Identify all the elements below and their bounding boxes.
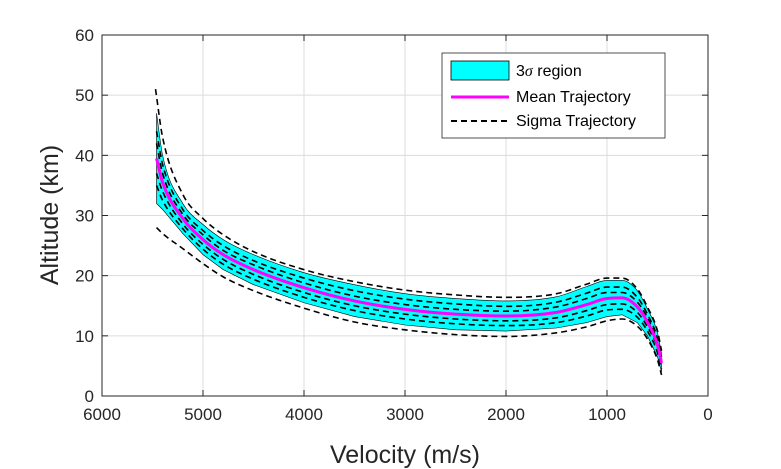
legend-label-region-suffix: region	[533, 63, 582, 80]
x-tick-label: 0	[703, 405, 712, 424]
y-tick-label: 40	[75, 146, 94, 165]
y-tick-label: 50	[75, 86, 94, 105]
x-axis-label: Velocity (m/s)	[330, 441, 480, 469]
legend-swatch-region	[450, 60, 510, 81]
sigma-trajectory-5	[155, 185, 663, 370]
sigma-trajectory-1	[154, 89, 663, 352]
y-tick-label: 0	[85, 387, 94, 406]
x-tick-label: 6000	[83, 405, 121, 424]
legend-label-region-sigma: σ	[525, 63, 534, 80]
legend-label-region-prefix: 3	[516, 63, 525, 80]
sigma-region-band	[156, 113, 662, 373]
sigma-trajectory-6	[155, 226, 663, 376]
x-tick-label: 4000	[285, 405, 323, 424]
legend-label-region: 3σ region	[516, 63, 582, 80]
data-layer	[154, 89, 664, 376]
sigma-trajectory-2	[155, 131, 663, 358]
x-tick-label: 5000	[184, 405, 222, 424]
sigma-trajectory-4	[155, 173, 663, 367]
y-tick-label: 10	[75, 327, 94, 346]
x-tick-label: 1000	[588, 405, 626, 424]
y-axis-label: Altitude (km)	[36, 145, 64, 285]
y-tick-label: 20	[75, 267, 94, 286]
x-tick-label: 2000	[487, 405, 525, 424]
y-tick-label: 30	[75, 207, 94, 226]
y-tick-label: 60	[75, 26, 94, 45]
sigma-trajectory-3	[155, 143, 663, 361]
ticks: 6000 5000 4000 3000 2000 1000 0 0 10 20 30 40 50 60	[75, 26, 713, 424]
legend-label-sigma: Sigma Trajectory	[516, 113, 636, 130]
legend: 3σ region Mean Trajectory Sigma Trajecto…	[441, 52, 666, 139]
x-tick-label: 3000	[386, 405, 424, 424]
mean-trajectory	[155, 157, 664, 364]
legend-label-mean: Mean Trajectory	[516, 89, 631, 106]
